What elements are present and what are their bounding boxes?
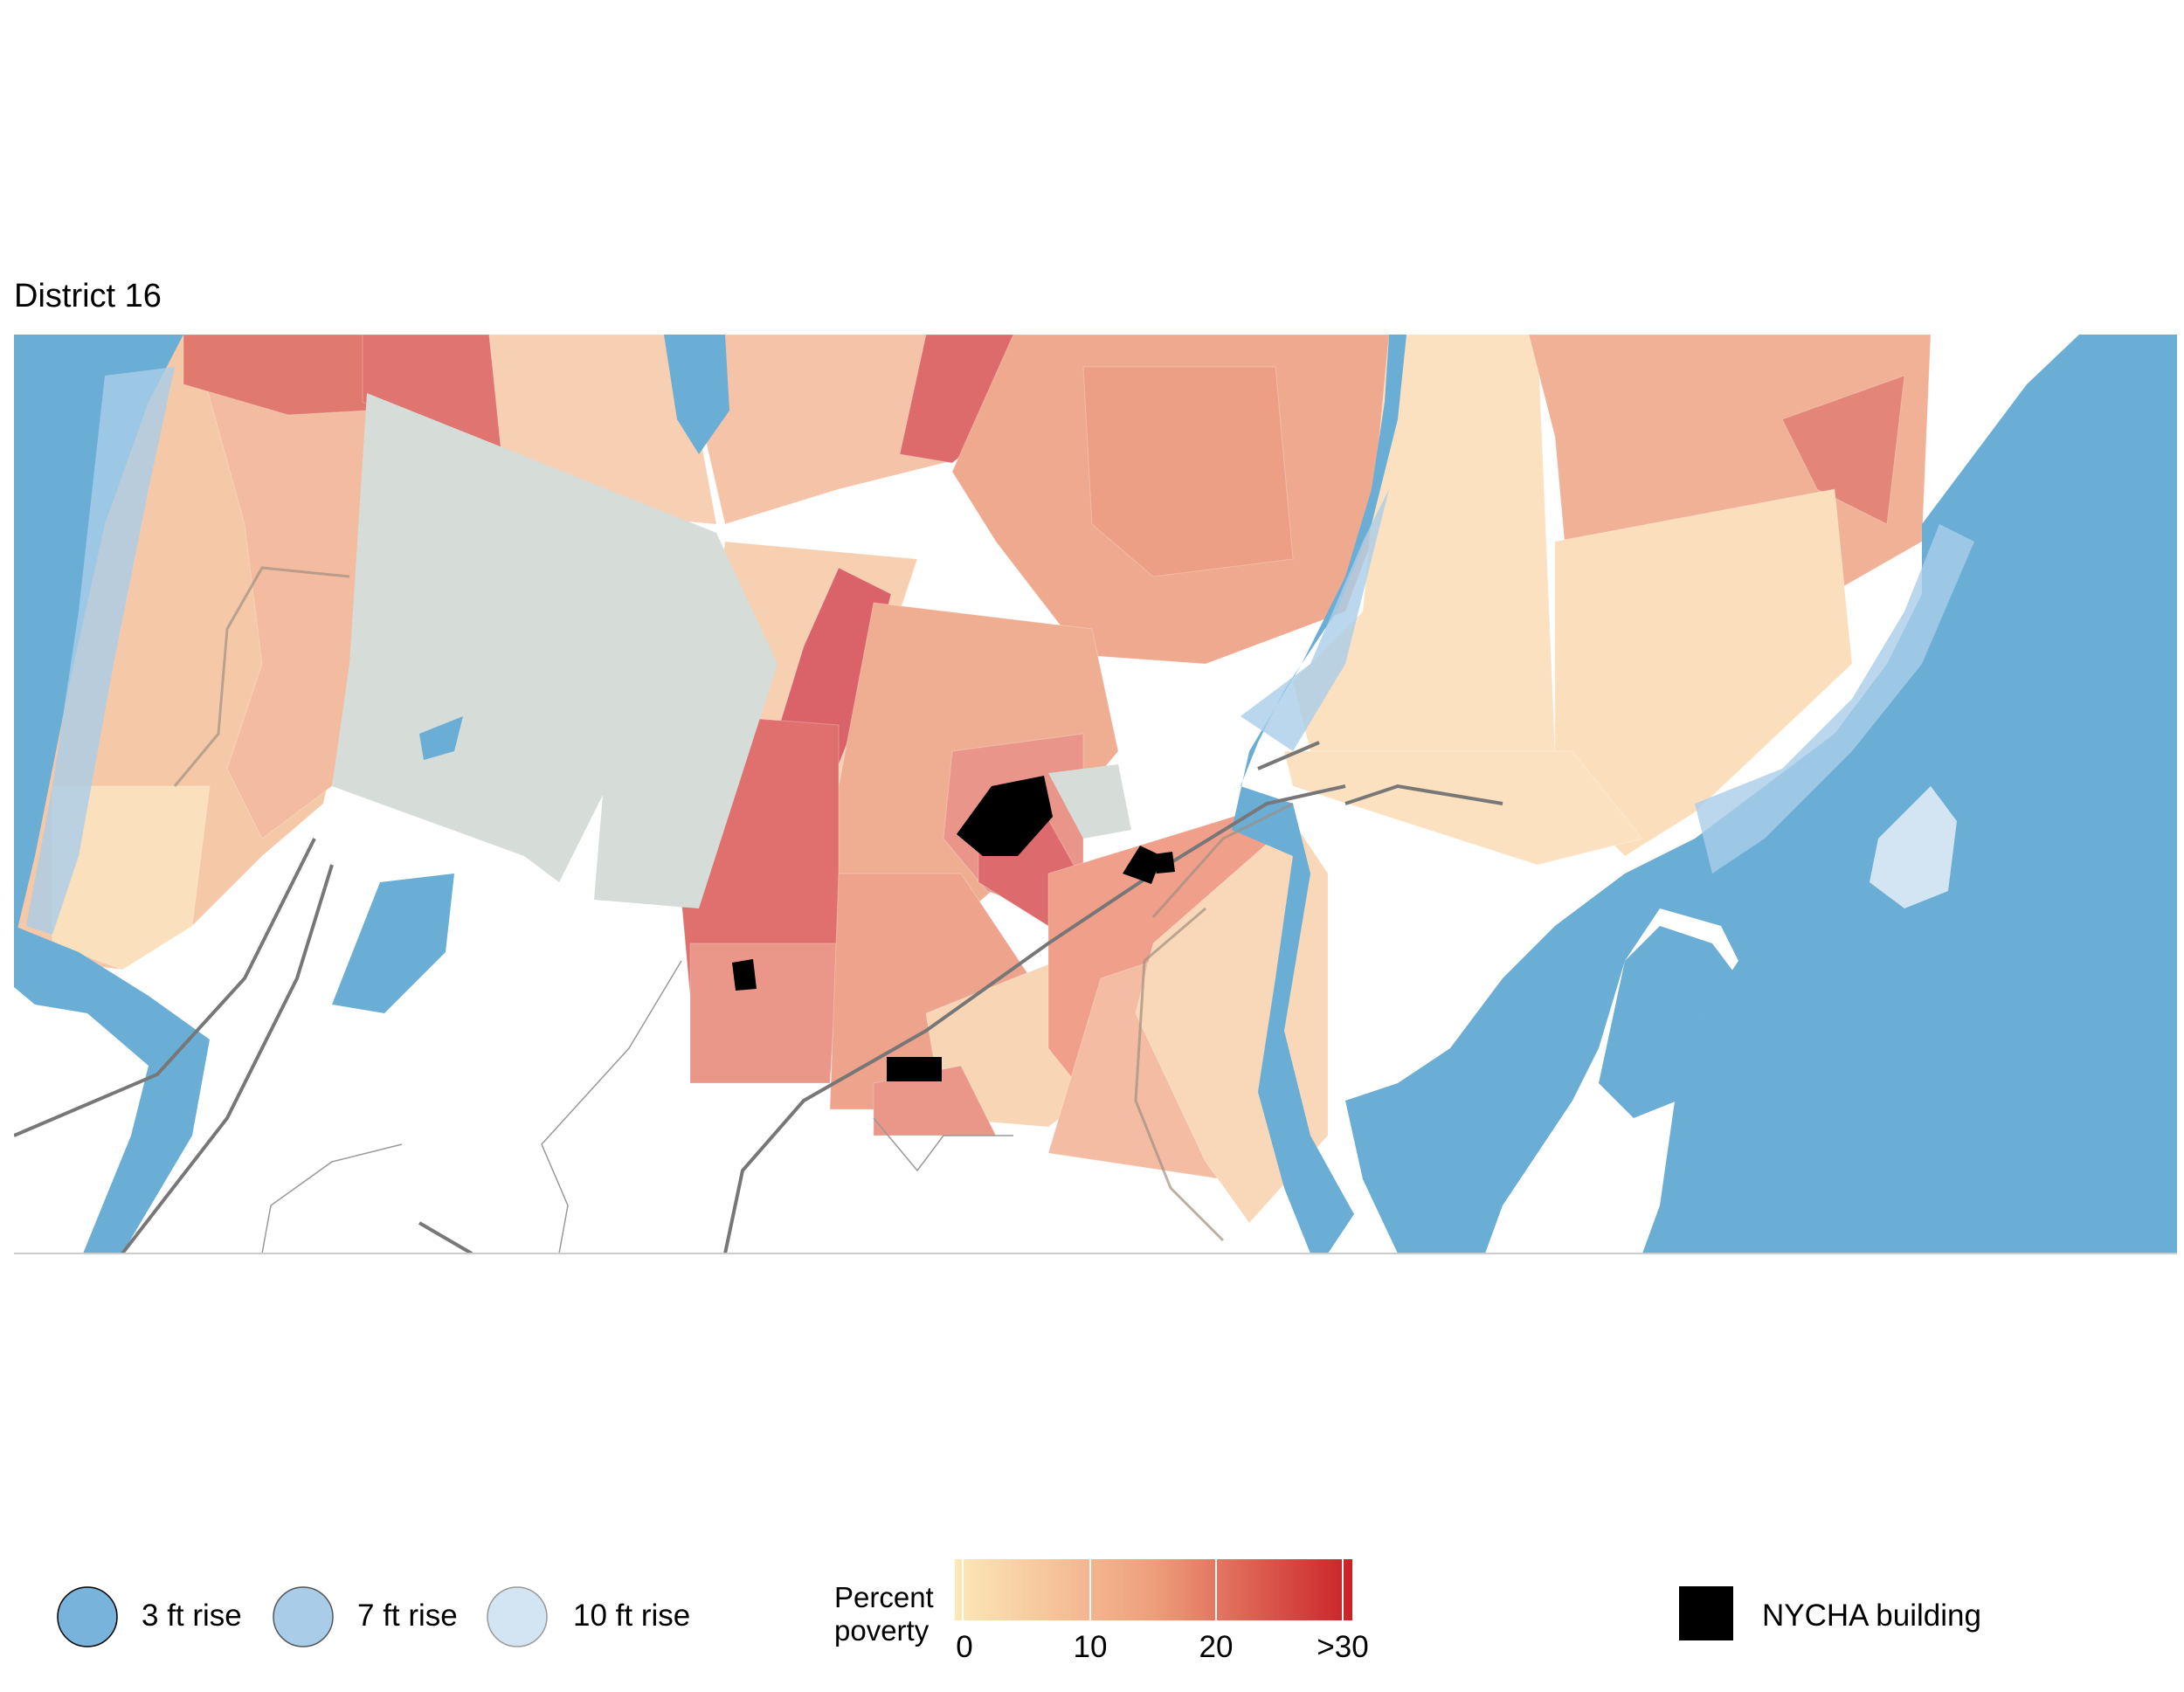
flood-7ft-swatch xyxy=(273,1586,334,1647)
nycha-building xyxy=(957,776,1053,856)
nycha-building xyxy=(887,1057,942,1081)
flood-3ft-label: 3 ft rise xyxy=(142,1599,242,1633)
roads xyxy=(14,741,1503,1253)
rail-loop-west xyxy=(173,566,350,787)
poverty-tracts xyxy=(14,335,1932,1224)
rail-loop-east xyxy=(1134,907,1225,1242)
flood-7ft-label: 7 ft rise xyxy=(357,1599,458,1633)
nycha-building xyxy=(1123,846,1162,884)
flood-10ft-label: 10 ft rise xyxy=(573,1599,691,1633)
tract-ne-red xyxy=(1781,375,1905,525)
bronx-river xyxy=(1232,335,1406,1253)
flood-extent xyxy=(26,367,1974,935)
poverty-title-line1: Percent xyxy=(834,1581,934,1613)
lake-north xyxy=(664,335,729,454)
boundary-3 xyxy=(873,1117,1013,1172)
road-3 xyxy=(723,784,1346,1253)
boundary-2 xyxy=(541,960,682,1253)
flood-7ft-east xyxy=(1695,524,1974,874)
flood-10ft-island xyxy=(1870,786,1957,908)
flood-7ft-bronxriver xyxy=(1241,489,1389,751)
road-6 xyxy=(418,1221,473,1253)
hudson-river xyxy=(14,335,183,943)
road-1 xyxy=(14,838,316,1137)
westchester-creek xyxy=(1599,926,1738,1118)
map-title: District 16 xyxy=(14,278,162,314)
tract-sw-band xyxy=(689,943,840,1084)
tract-center-north-b xyxy=(1082,366,1294,577)
nycha-buildings xyxy=(732,776,1175,1081)
harlem-river xyxy=(14,926,210,1253)
no-data-small xyxy=(1048,764,1131,839)
flood-3ft-swatch xyxy=(57,1586,118,1647)
tract-nw-high xyxy=(183,335,368,416)
road-5 xyxy=(1257,741,1320,770)
tract-south-east xyxy=(1283,750,1643,866)
poverty-colorbar xyxy=(955,1559,1352,1620)
nycha-label: NYCHA building xyxy=(1762,1599,1981,1633)
poverty-tick: >30 xyxy=(1317,1630,1369,1664)
nycha-building xyxy=(1153,852,1175,874)
poverty-tick: 0 xyxy=(956,1630,973,1664)
flood-7ft-west xyxy=(26,367,175,935)
map-area xyxy=(14,335,2177,1253)
rail-east-arc xyxy=(1151,802,1294,918)
road-2 xyxy=(121,864,334,1253)
lake-south xyxy=(332,874,454,1013)
poverty-title-line2: poverty xyxy=(834,1614,930,1647)
pond xyxy=(419,716,463,760)
nycha-swatch xyxy=(1679,1586,1733,1640)
poverty-gradient xyxy=(955,1559,1352,1620)
boundary-1 xyxy=(261,1143,403,1253)
flood-10ft-swatch xyxy=(487,1586,548,1647)
no-data-park xyxy=(332,393,778,908)
road-4 xyxy=(1344,784,1503,805)
tract-north-mid xyxy=(681,335,979,525)
flood-legend xyxy=(57,1586,548,1647)
nycha-building xyxy=(732,959,757,991)
poverty-tick: 20 xyxy=(1199,1630,1234,1664)
poverty-tick: 10 xyxy=(1073,1630,1108,1664)
